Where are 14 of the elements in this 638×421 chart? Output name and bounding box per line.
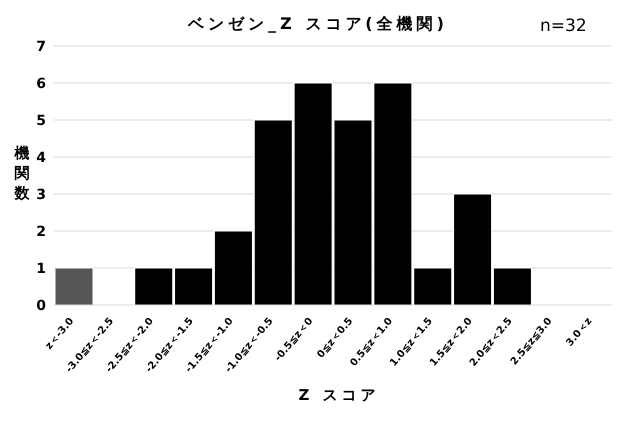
text: n=32 (540, 16, 587, 36)
y-tick-label: 4 (36, 150, 46, 166)
y-tick-label: 5 (36, 112, 46, 129)
y-tick-label: 3 (36, 186, 46, 203)
x-tick-label: 3.0＜z (564, 316, 594, 349)
y-tick-label: 7 (36, 38, 46, 55)
y-tick-label: 0 (36, 298, 46, 314)
bar (54, 268, 94, 305)
x-axis-title: Z スコア (297, 386, 381, 405)
chart-title: ベンゼン_Z スコア(全機関) (186, 14, 449, 35)
y-axis-title: 機関数 (13, 143, 30, 203)
y-tick-label: 6 (36, 76, 46, 92)
y-tick-label: 1 (36, 260, 46, 277)
y-tick-label: 2 (36, 224, 46, 240)
